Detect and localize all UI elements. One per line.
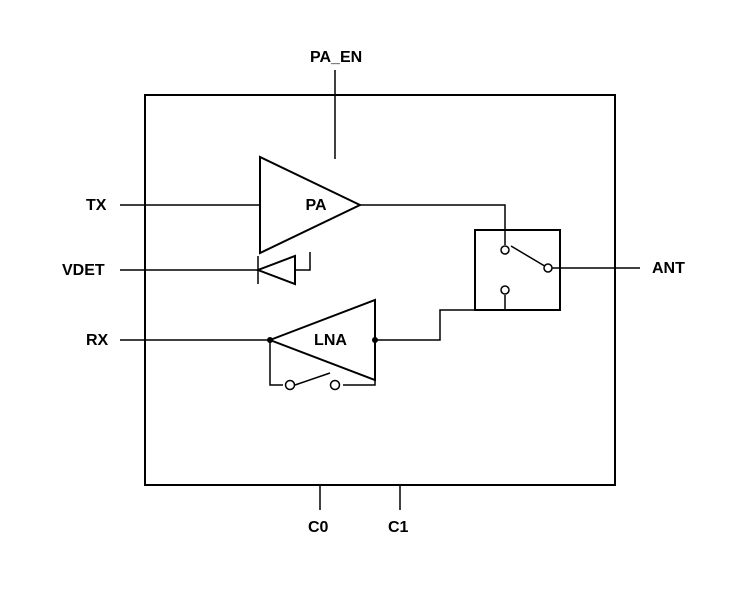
pin-label-VDET: VDET <box>62 262 105 279</box>
lna-label: LNA <box>314 332 347 349</box>
pin-label-PA_EN: PA_EN <box>310 49 362 66</box>
pin-label-TX: TX <box>86 197 107 214</box>
junction-node <box>267 337 273 343</box>
lna-bypass-term-right <box>331 381 340 390</box>
pin-label-ANT: ANT <box>652 260 685 277</box>
pin-label-RX: RX <box>86 332 109 349</box>
pin-label-C1: C1 <box>388 519 409 536</box>
pa-label: PA <box>305 197 326 214</box>
pin-label-C0: C0 <box>308 519 329 536</box>
rf-frontend-diagram: PA_EN TX VDET RX ANT C0 C1 PA LNA <box>0 0 754 590</box>
ant-switch-term-top <box>501 246 509 254</box>
ant-switch-term-bot <box>501 286 509 294</box>
ant-switch-term-right <box>544 264 552 272</box>
junction-node <box>372 337 378 343</box>
lna-bypass-term-left <box>286 381 295 390</box>
